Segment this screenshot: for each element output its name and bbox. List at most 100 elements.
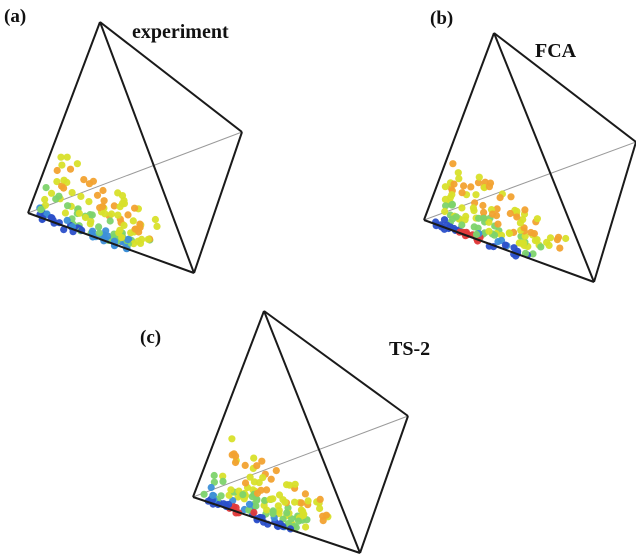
panel-a-point — [129, 217, 137, 225]
panel-a-point — [100, 197, 108, 205]
panel-a-point — [124, 236, 132, 244]
panel-b-point — [510, 244, 518, 252]
panel-b-point — [537, 243, 545, 251]
panel-b-point — [496, 194, 504, 202]
panel-b-point — [460, 182, 468, 190]
panel-b-point — [441, 207, 449, 216]
panel-a-point — [107, 210, 116, 218]
panel-b-point — [513, 213, 521, 221]
panel-c-point — [210, 478, 218, 486]
panel-b-title: FCA — [535, 40, 577, 62]
panel-a-point — [57, 153, 65, 161]
panel-c-point — [322, 511, 330, 519]
panel-a-point — [88, 227, 97, 235]
panel-c-point — [250, 478, 258, 486]
panel-b-point — [531, 237, 540, 245]
panel-c-point — [245, 500, 254, 508]
panel-a-point — [80, 176, 88, 184]
panel-c-point — [281, 498, 289, 506]
panel-b-point — [441, 183, 449, 191]
panel-b-point — [440, 216, 449, 224]
panel-a-point — [99, 203, 107, 211]
panel-c-point — [302, 523, 310, 531]
panel-b-point — [452, 213, 460, 221]
panel-c-point — [288, 515, 296, 523]
panel-c-point — [286, 481, 294, 489]
panel-b-point — [513, 207, 521, 215]
panel-a-point — [151, 215, 159, 224]
panel-a-point — [93, 191, 102, 199]
panel-a-point — [58, 161, 66, 169]
panel-c-point — [241, 461, 249, 469]
panel-a-point — [88, 211, 96, 219]
panel-c-point — [291, 498, 299, 506]
panel-a-label: (a) — [4, 6, 27, 27]
panel-c-point — [295, 517, 303, 525]
panel-c-point — [272, 467, 280, 475]
panel-b-point — [545, 241, 553, 249]
panel-b-point — [469, 204, 477, 212]
panel-c-point — [319, 517, 327, 525]
panel-b-point — [493, 205, 501, 213]
panel-b-point — [507, 193, 515, 201]
panel-a-point — [116, 226, 124, 234]
panel-c-point — [209, 491, 217, 499]
panel-a-point — [85, 198, 93, 206]
panel-a-point — [106, 217, 114, 225]
panel-b-point — [479, 201, 487, 210]
panel-b-point — [462, 212, 470, 220]
panel-c-point — [241, 479, 250, 487]
panel-b-point — [506, 209, 514, 218]
panel-c-point — [239, 491, 247, 499]
panel-b-point — [498, 231, 506, 239]
panel-c-point — [250, 508, 258, 517]
panel-c-point — [267, 475, 275, 483]
panel-b-point — [448, 191, 456, 199]
panel-a-point — [53, 178, 61, 186]
panel-c-point — [283, 509, 291, 517]
panel-b-point — [475, 214, 483, 222]
panel-b-point — [450, 180, 458, 188]
panel-b-point — [515, 239, 523, 247]
panel-a-point — [95, 223, 103, 231]
panel-c-title: TS-2 — [389, 338, 431, 360]
panel-a-point — [68, 189, 76, 197]
panel-b-point — [485, 183, 493, 191]
panel-b-point — [480, 208, 488, 216]
panel-b-point — [448, 201, 456, 209]
panel-c-point — [200, 490, 208, 498]
panel-b-point — [472, 230, 481, 238]
panel-b-label: (b) — [430, 8, 454, 29]
panel-c-point — [316, 495, 324, 503]
panel-c-point — [219, 472, 227, 480]
panel-a-edge-TL — [27, 21, 101, 214]
panel-a-point — [60, 176, 68, 184]
panel-b-edge-LB — [423, 219, 595, 283]
panel-b-point — [556, 244, 564, 252]
panel-a-point — [120, 221, 128, 229]
panel-a-edge-LB — [27, 212, 195, 274]
panel-c-point — [261, 496, 269, 505]
panel-a-point — [101, 210, 109, 218]
panel-b-point — [516, 219, 525, 227]
panel-b-point — [562, 234, 570, 243]
panel-c-point — [258, 457, 266, 465]
panel-c-point — [219, 477, 227, 485]
panel-b-edge-TL — [423, 32, 495, 221]
panel-a-point — [63, 153, 71, 161]
panel-b-point — [521, 249, 530, 257]
panel-c-edge-TL — [192, 310, 265, 498]
panel-a-point — [64, 202, 72, 210]
panel-b-edge-TR — [493, 32, 636, 143]
panel-a-point — [99, 186, 107, 195]
panel-a-point — [47, 189, 56, 197]
panel-c-point — [301, 490, 309, 498]
panel-c-point — [269, 507, 277, 515]
panel-a-point — [63, 216, 71, 224]
panel-a-point — [47, 214, 55, 222]
panel-c-edge-TB — [263, 310, 361, 554]
panel-b-point — [467, 183, 475, 191]
panel-a-point — [124, 211, 132, 219]
